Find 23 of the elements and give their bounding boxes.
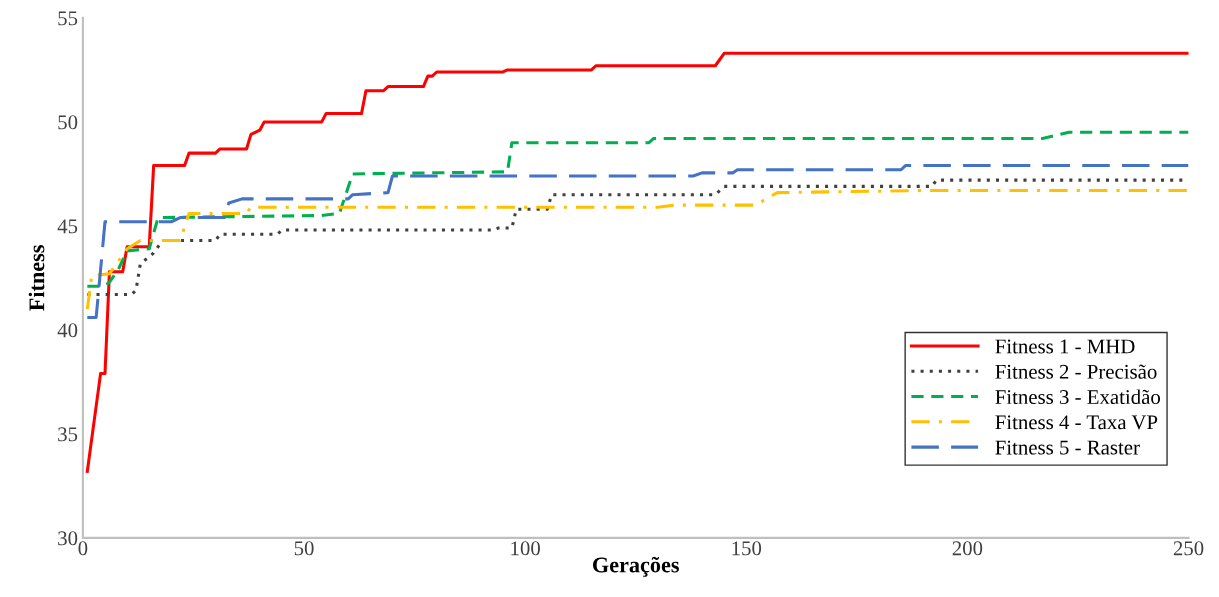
x-tick-label: 200 (952, 541, 983, 556)
y-tick-label: 40 (57, 323, 78, 338)
y-tick-label: 30 (58, 531, 78, 546)
y-axis-title: Fitness (28, 245, 45, 311)
y-tick-label: 50 (58, 115, 78, 130)
legend-label: Fitness 3 - Exatidão (995, 389, 1161, 405)
x-tick-label: 150 (732, 541, 762, 556)
y-tick-label: 45 (57, 219, 78, 234)
line-series (85, 189, 1189, 311)
y-tick-label: 55 (58, 11, 78, 26)
line-series (85, 164, 1189, 319)
legend-label: Fitness 1 - MHD (995, 339, 1135, 354)
x-axis-title: Gerações (592, 556, 679, 577)
y-tick-label: 35 (58, 427, 78, 442)
x-tick-label: 0 (78, 541, 88, 556)
line-series (85, 51, 1189, 473)
x-tick-label: 100 (511, 541, 540, 556)
x-tick-label: 250 (1173, 541, 1204, 556)
x-tick-label: 50 (294, 541, 314, 556)
legend-label: Fitness 4 - Taxa VP (995, 415, 1158, 430)
legend-label: Fitness 2 - Precisão (995, 364, 1157, 379)
line-series (85, 130, 1189, 288)
legend-label: Fitness 5 - Raster (995, 440, 1140, 455)
